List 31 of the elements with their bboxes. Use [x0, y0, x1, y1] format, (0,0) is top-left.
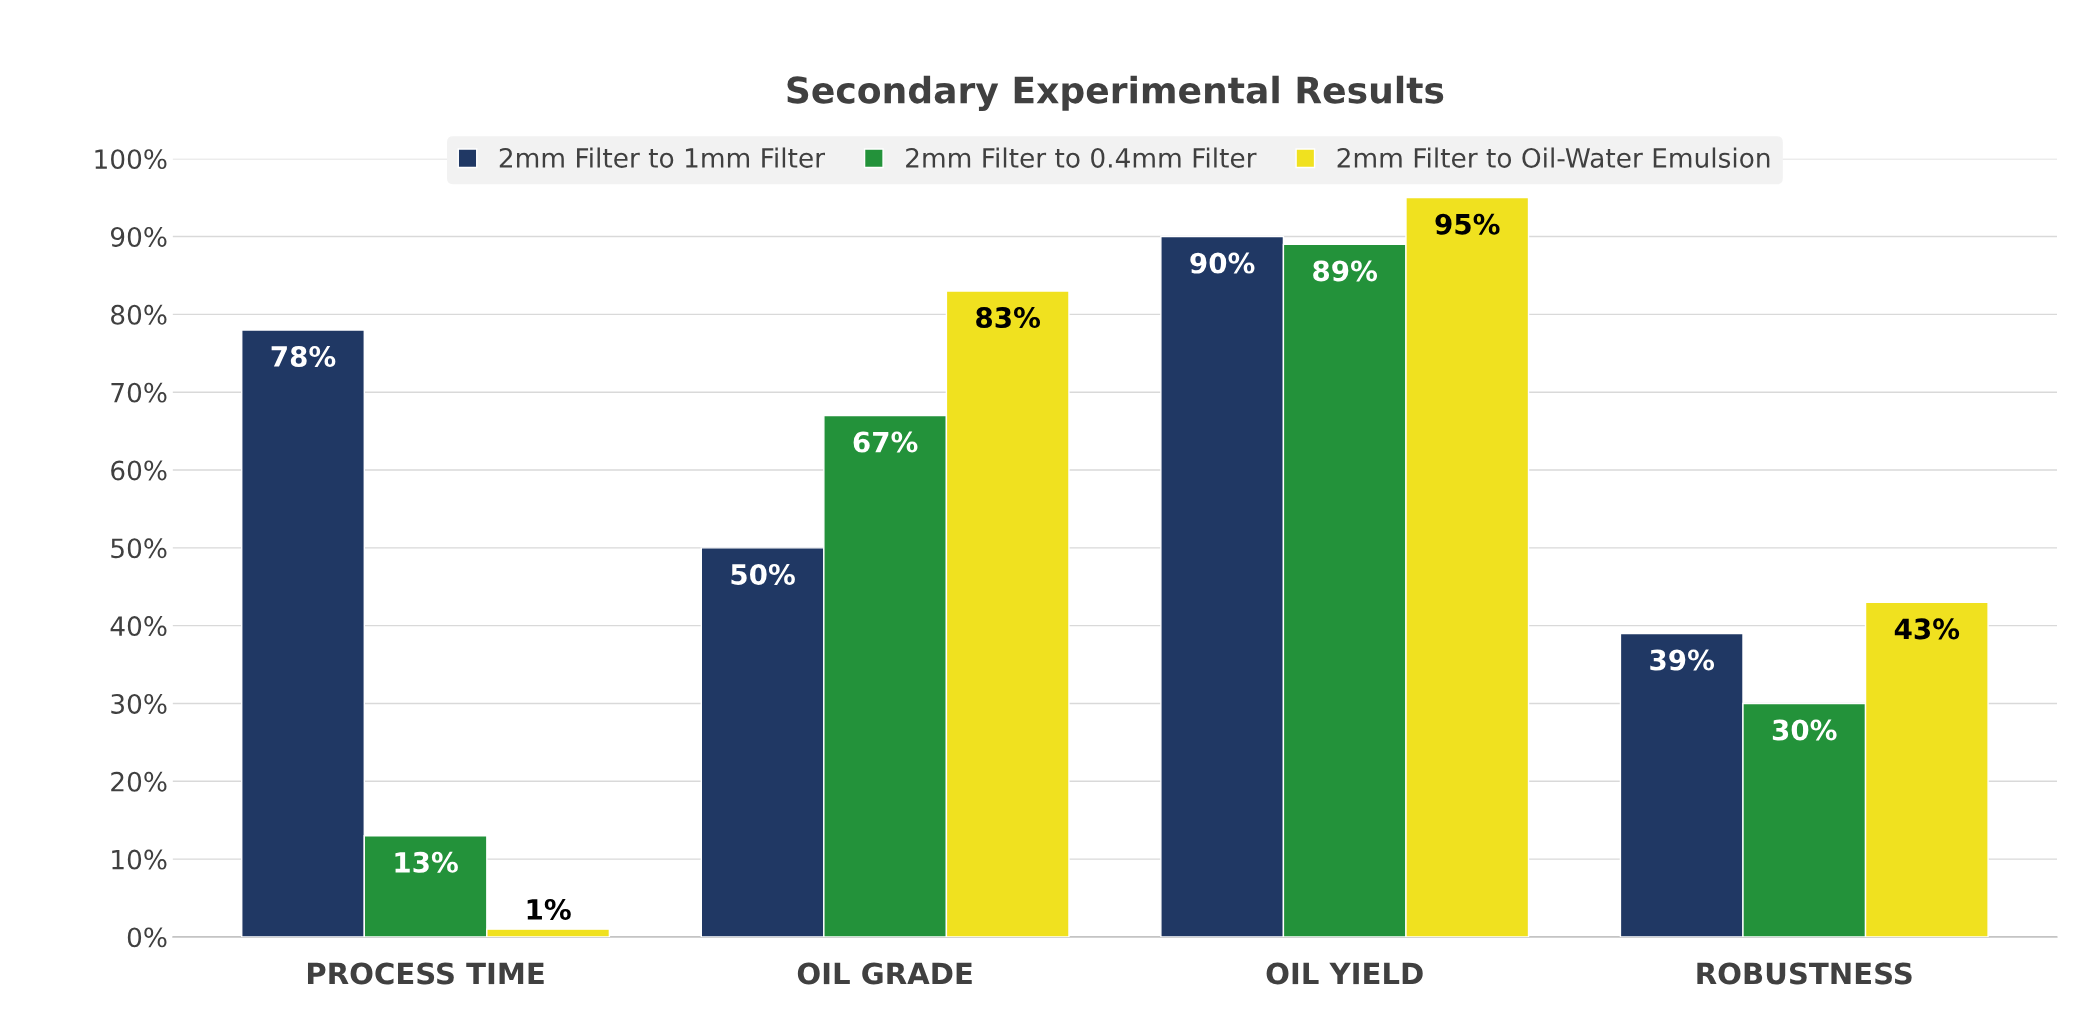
- y-tick-label: 0%: [127, 927, 167, 948]
- legend-label: 2mm Filter to 0.4mm Filter: [906, 147, 1257, 168]
- data-label: 90%: [1190, 252, 1255, 274]
- x-tick-label: ROBUSTNESS: [1697, 962, 1912, 985]
- y-tick-label: 40%: [110, 616, 167, 637]
- data-label: 83%: [976, 307, 1041, 329]
- y-tick-label: 70%: [111, 382, 167, 403]
- chart-title: Secondary Experimental Results: [787, 75, 1444, 111]
- data-label: 78%: [271, 345, 336, 367]
- x-tick-label: OIL GRADE: [797, 962, 972, 985]
- legend-label: 2mm Filter to 1mm Filter: [499, 147, 826, 168]
- y-tick-label: 90%: [110, 226, 167, 247]
- data-label: 1%: [527, 898, 571, 920]
- x-tick-label: OIL YIELD: [1266, 962, 1423, 985]
- y-tick-label: 30%: [111, 693, 167, 714]
- legend-label: 2mm Filter to Oil-Water Emulsion: [1337, 147, 1770, 168]
- data-label: 89%: [1313, 260, 1378, 282]
- y-tick-label: 20%: [111, 771, 167, 792]
- x-tick-label: PROCESS TIME: [307, 962, 544, 985]
- data-label: 39%: [1650, 649, 1715, 671]
- y-tick-label: 50%: [111, 538, 167, 559]
- data-label: 43%: [1894, 618, 1960, 640]
- y-tick-label: 10%: [112, 849, 167, 870]
- data-label: 13%: [395, 851, 458, 873]
- data-label: 67%: [853, 431, 918, 453]
- data-label: 95%: [1435, 213, 1500, 235]
- y-tick-label: 80%: [111, 304, 167, 325]
- data-label: 50%: [731, 563, 795, 585]
- y-tick-label: 100%: [95, 149, 167, 170]
- data-label: 30%: [1772, 719, 1837, 741]
- y-tick-label: 60%: [111, 460, 167, 481]
